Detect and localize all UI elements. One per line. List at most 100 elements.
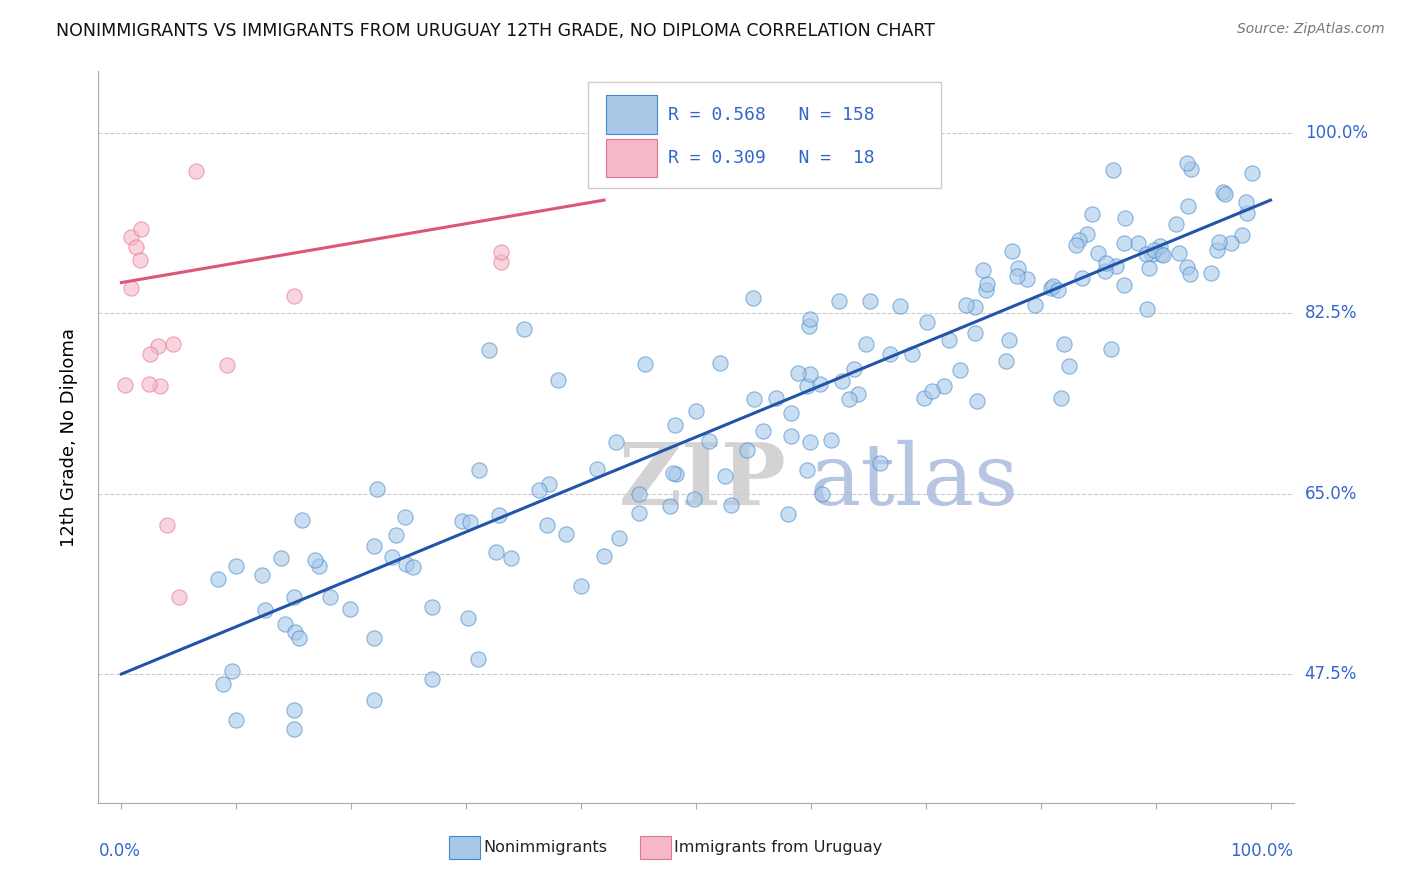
Point <box>148 339 170 353</box>
Point <box>605 435 627 450</box>
Point <box>796 463 818 477</box>
Point <box>799 435 821 450</box>
Point <box>1039 281 1062 295</box>
Point <box>1236 206 1258 220</box>
Point <box>797 319 820 334</box>
Point <box>291 513 314 527</box>
Point <box>1177 199 1199 213</box>
Point <box>974 283 997 297</box>
Point <box>998 333 1021 347</box>
Point <box>1102 162 1125 177</box>
Point <box>787 366 810 380</box>
Point <box>1135 247 1157 261</box>
Point <box>1017 272 1039 286</box>
Point <box>1024 297 1046 311</box>
Point <box>1137 260 1160 275</box>
Point <box>966 394 988 409</box>
Point <box>1046 283 1069 297</box>
Point <box>149 379 172 393</box>
Point <box>274 616 297 631</box>
Point <box>283 288 305 302</box>
Point <box>842 362 865 376</box>
Point <box>270 550 292 565</box>
Point <box>713 469 735 483</box>
Point <box>167 590 190 604</box>
Point <box>1150 247 1173 261</box>
Point <box>451 514 474 528</box>
Point <box>536 517 558 532</box>
Point <box>308 558 330 573</box>
Point <box>120 281 142 295</box>
Point <box>1081 207 1104 221</box>
Point <box>402 560 425 574</box>
Point <box>363 693 385 707</box>
Point <box>1206 244 1229 258</box>
Point <box>796 378 818 392</box>
Text: R = 0.309   N =  18: R = 0.309 N = 18 <box>668 149 875 168</box>
Point <box>129 252 152 267</box>
Point <box>138 376 160 391</box>
Point <box>125 240 148 254</box>
Point <box>1234 195 1257 210</box>
Point <box>1212 185 1234 199</box>
Point <box>685 404 707 418</box>
Point <box>537 476 560 491</box>
Point <box>381 549 404 564</box>
Point <box>921 384 943 399</box>
Point <box>879 347 901 361</box>
Point <box>1112 278 1135 293</box>
Text: R = 0.568   N = 158: R = 0.568 N = 158 <box>668 105 875 123</box>
Point <box>664 417 686 432</box>
Point <box>1152 247 1174 261</box>
Point <box>1149 239 1171 253</box>
Point <box>319 590 342 604</box>
Point <box>799 312 821 326</box>
Point <box>1067 233 1090 247</box>
Point <box>1007 261 1029 276</box>
Point <box>156 517 179 532</box>
Point <box>1143 243 1166 257</box>
Point <box>283 590 305 604</box>
Point <box>932 379 955 393</box>
FancyBboxPatch shape <box>449 836 479 859</box>
Text: 0.0%: 0.0% <box>98 842 141 860</box>
Point <box>363 631 385 645</box>
Point <box>468 463 491 477</box>
Point <box>586 462 609 476</box>
Point <box>780 429 803 443</box>
Point <box>720 498 742 512</box>
Point <box>339 602 361 616</box>
Point <box>697 434 720 448</box>
Point <box>869 456 891 470</box>
Point <box>1099 342 1122 356</box>
Point <box>742 392 765 406</box>
FancyBboxPatch shape <box>589 82 941 188</box>
Point <box>965 326 987 340</box>
Point <box>1087 245 1109 260</box>
Point <box>1208 235 1230 249</box>
Point <box>735 443 758 458</box>
Point <box>965 300 987 314</box>
Text: atlas: atlas <box>810 440 1018 523</box>
FancyBboxPatch shape <box>606 95 657 134</box>
Point <box>283 722 305 736</box>
Point <box>1059 359 1081 373</box>
Point <box>846 387 869 401</box>
Text: Nonimmigrants: Nonimmigrants <box>484 840 607 855</box>
Point <box>395 557 418 571</box>
Point <box>512 322 534 336</box>
Point <box>1126 236 1149 251</box>
Point <box>250 567 273 582</box>
Point <box>820 433 842 447</box>
Point <box>1166 218 1188 232</box>
Point <box>976 277 998 291</box>
Point <box>742 291 765 305</box>
Point <box>1180 161 1202 176</box>
Point <box>221 664 243 678</box>
Point <box>207 572 229 586</box>
Point <box>215 358 238 372</box>
Point <box>363 539 385 553</box>
Point <box>752 424 775 438</box>
Point <box>855 337 877 351</box>
Point <box>1042 278 1064 293</box>
